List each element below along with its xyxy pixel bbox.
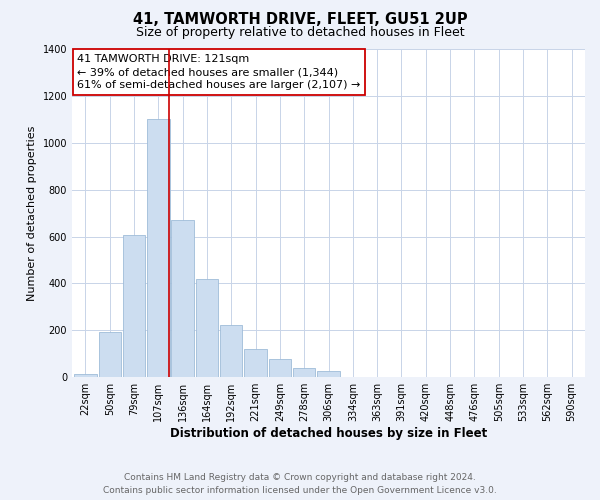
Text: 41 TAMWORTH DRIVE: 121sqm
← 39% of detached houses are smaller (1,344)
61% of se: 41 TAMWORTH DRIVE: 121sqm ← 39% of detac… bbox=[77, 54, 361, 90]
Bar bbox=[293, 368, 316, 377]
Bar bbox=[317, 371, 340, 377]
Bar bbox=[74, 374, 97, 377]
Bar bbox=[123, 234, 145, 377]
Y-axis label: Number of detached properties: Number of detached properties bbox=[27, 126, 37, 301]
Bar bbox=[244, 348, 267, 377]
Bar bbox=[147, 119, 170, 377]
Text: 41, TAMWORTH DRIVE, FLEET, GU51 2UP: 41, TAMWORTH DRIVE, FLEET, GU51 2UP bbox=[133, 12, 467, 28]
X-axis label: Distribution of detached houses by size in Fleet: Distribution of detached houses by size … bbox=[170, 427, 487, 440]
Bar bbox=[98, 332, 121, 377]
Bar bbox=[196, 278, 218, 377]
Text: Contains HM Land Registry data © Crown copyright and database right 2024.
Contai: Contains HM Land Registry data © Crown c… bbox=[103, 474, 497, 495]
Text: Size of property relative to detached houses in Fleet: Size of property relative to detached ho… bbox=[136, 26, 464, 39]
Bar bbox=[220, 326, 242, 377]
Bar bbox=[269, 360, 291, 377]
Bar bbox=[172, 220, 194, 377]
